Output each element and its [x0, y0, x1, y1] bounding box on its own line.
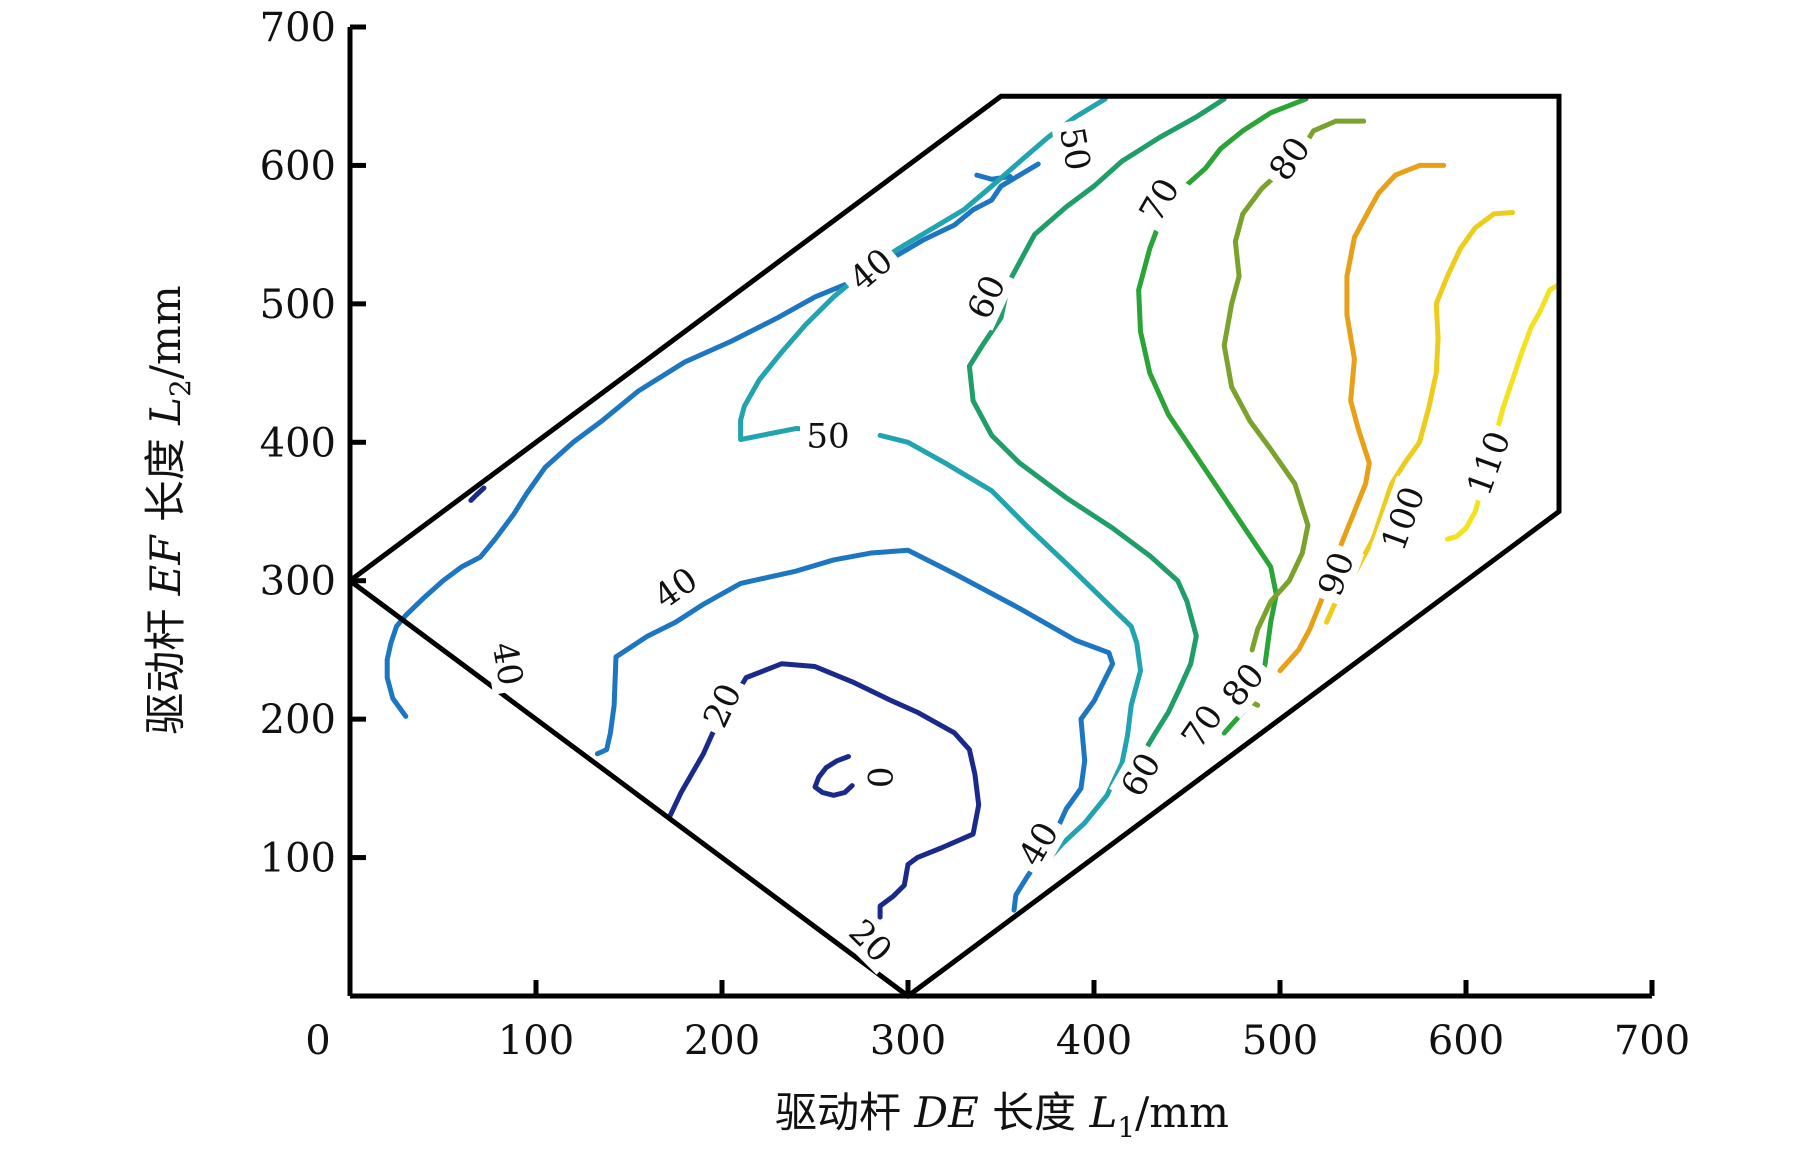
contour-line-0: [812, 754, 855, 798]
contour-line-70: [1136, 96, 1309, 736]
contour-label-bg: [1256, 124, 1322, 193]
axes: 0 100 200 300 400 500 600 700 10020030040050060…: [260, 5, 1691, 1064]
contour-lines: [384, 96, 1562, 920]
contour-label-bg: [836, 235, 906, 303]
contour-label: 50: [800, 415, 857, 456]
contour-label: 110: [1456, 420, 1521, 507]
x-axis-ticks: 0 100 200 300 400 500 600 700: [305, 980, 1690, 1064]
contour-line-50: [738, 96, 1108, 443]
contour-label-bg: [692, 671, 752, 740]
y-tick-label: 200: [260, 697, 336, 743]
x-tick-label: 500: [1242, 1018, 1318, 1064]
contour-label-bg: [641, 555, 710, 621]
y-tick-label: 100: [260, 836, 336, 882]
contour-label: 40: [641, 555, 710, 621]
x-tick-label: 400: [1056, 1018, 1132, 1064]
contour-label: 40: [836, 235, 906, 303]
x-tick-label: 100: [498, 1018, 574, 1064]
contour-label: 0: [859, 759, 901, 795]
contour-line-50: [877, 432, 1143, 863]
feasible-region-boundary: [348, 93, 1562, 1000]
contour-label-bg: [1456, 420, 1521, 507]
contour-label-bg: [1209, 650, 1277, 719]
x-tick-label: 0: [305, 1018, 330, 1064]
y-axis-title: 驱动杆 EF 长度 L2/mm: [141, 285, 197, 734]
x-tick-label: 700: [1614, 1018, 1690, 1064]
y-tick-label: 400: [260, 420, 336, 466]
contour-line-40: [384, 161, 1041, 719]
contour-line-60: [966, 96, 1227, 791]
y-tick-label: 500: [260, 282, 336, 328]
contour-label-text: 50: [806, 416, 849, 456]
contour-label: 60: [1109, 740, 1172, 809]
contour-label-text: 40: [842, 241, 901, 299]
contour-label-bg: [483, 632, 533, 695]
contour-label: 80: [1256, 124, 1322, 193]
y-tick-label: 600: [260, 143, 336, 189]
contour-label: 20: [836, 906, 905, 975]
x-axis-title: 驱动杆 DE 长度 L1/mm: [775, 1088, 1229, 1144]
contour-label-text: 110: [1459, 426, 1519, 501]
contour-label-bg: [1127, 165, 1191, 235]
contour-line-100: [1324, 209, 1515, 625]
contour-label-bg: [1307, 540, 1365, 607]
contour-line-90: [1277, 162, 1447, 674]
y-axis-ticks: 100 200 300 400 500 600 700: [260, 5, 366, 882]
contour-label-bg: [800, 415, 857, 456]
y-tick-label: 300: [260, 559, 336, 605]
contour-label-bg: [1050, 117, 1100, 180]
y-tick-label: 700: [260, 5, 336, 51]
contour-label-bg: [956, 263, 1017, 331]
contour-label-text: 70: [1174, 697, 1232, 755]
contour-label-bg: [1370, 475, 1435, 562]
x-tick-label: 200: [684, 1018, 760, 1064]
contour-label-text: 20: [841, 912, 900, 971]
contour-label: 60: [956, 263, 1017, 331]
x-tick-label: 600: [1428, 1018, 1504, 1064]
contour-label-bg: [860, 759, 901, 795]
contour-label-text: 0: [859, 766, 899, 788]
contour-label-bg: [836, 906, 905, 975]
contour-label-bg: [1006, 809, 1070, 878]
contour-label: 50: [1050, 117, 1100, 180]
contour-label: 70: [1127, 165, 1191, 235]
contour-label-bg: [1169, 691, 1235, 761]
contour-label-bg: [1109, 740, 1172, 809]
contour-label-text: 40: [484, 639, 531, 689]
contour-label-text: 100: [1374, 481, 1434, 556]
contour-line-110: [1444, 281, 1562, 542]
x-tick-label: 300: [870, 1018, 946, 1064]
contour-label: 90: [1307, 540, 1365, 607]
contour-label: 40: [483, 632, 533, 695]
contour-label-text: 50: [1051, 124, 1098, 174]
contour-line-20: [468, 485, 487, 503]
